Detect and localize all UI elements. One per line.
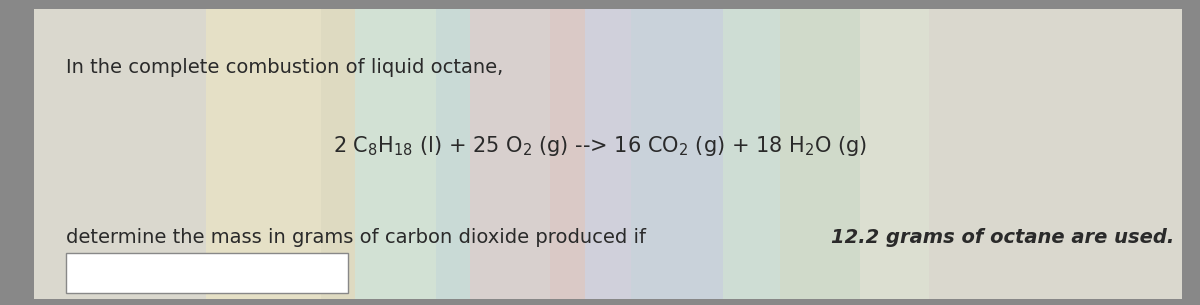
FancyBboxPatch shape (355, 9, 551, 299)
FancyBboxPatch shape (34, 9, 320, 299)
FancyBboxPatch shape (206, 9, 436, 299)
FancyBboxPatch shape (722, 9, 929, 299)
FancyBboxPatch shape (584, 9, 780, 299)
Text: In the complete combustion of liquid octane,: In the complete combustion of liquid oct… (66, 58, 503, 77)
FancyBboxPatch shape (470, 9, 631, 299)
Text: 12.2 grams of octane are used.: 12.2 grams of octane are used. (830, 228, 1174, 247)
Text: 2 C$_8$H$_{18}$ (l) + 25 O$_2$ (g) --> 16 CO$_2$ (g) + 18 H$_2$O (g): 2 C$_8$H$_{18}$ (l) + 25 O$_2$ (g) --> 1… (334, 135, 866, 158)
FancyBboxPatch shape (34, 9, 1182, 299)
FancyBboxPatch shape (66, 253, 348, 293)
Text: determine the mass in grams of carbon dioxide produced if: determine the mass in grams of carbon di… (66, 228, 659, 247)
FancyBboxPatch shape (860, 9, 1182, 299)
